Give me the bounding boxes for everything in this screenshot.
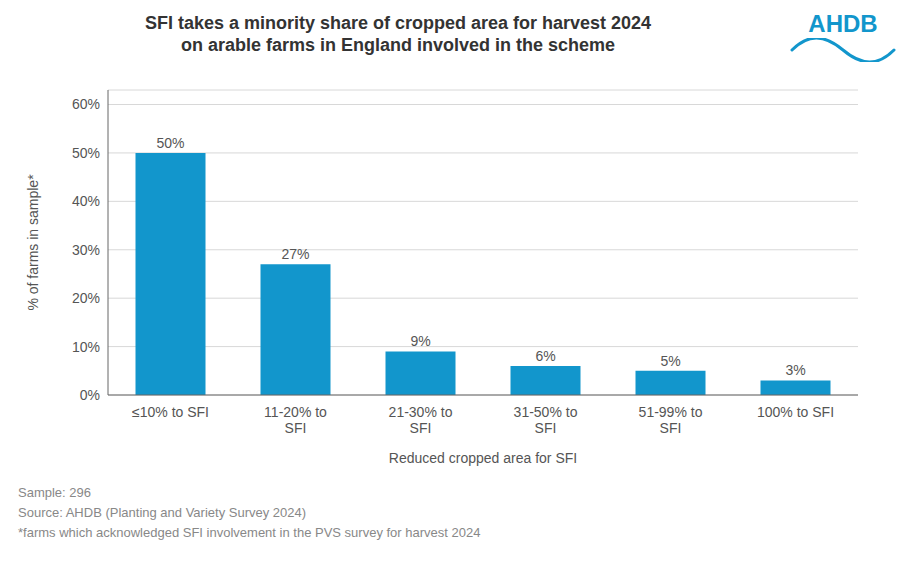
svg-text:30%: 30% xyxy=(72,242,100,258)
html-text:Sample: 296: Sample: 296 xyxy=(18,485,91,500)
svg-text:40%: 40% xyxy=(72,193,100,209)
svg-text:10%: 10% xyxy=(72,339,100,355)
svg-text:≤10% to SFI: ≤10% to SFI xyxy=(132,404,209,420)
svg-text:% of farms in sample*: % of farms in sample* xyxy=(25,174,41,311)
html-text:SFI takes a minority share of: SFI takes a minority share of cropped ar… xyxy=(144,13,652,33)
html-text:AHDB: AHDB xyxy=(808,10,878,37)
html-text:*farms which acknowledged SFI: *farms which acknowledged SFI involvemen… xyxy=(18,525,481,540)
svg-text:11-20% toSFI: 11-20% toSFI xyxy=(264,404,327,436)
svg-text:50%: 50% xyxy=(72,145,100,161)
svg-text:0%: 0% xyxy=(80,387,100,403)
svg-text:Reduced cropped area for SFI: Reduced cropped area for SFI xyxy=(389,450,577,466)
svg-text:9%: 9% xyxy=(410,333,430,349)
svg-text:5%: 5% xyxy=(660,353,680,369)
svg-text:31-50% toSFI: 31-50% toSFI xyxy=(514,404,578,436)
html-text:Source: AHDB (Planting and Var: Source: AHDB (Planting and Variety Surve… xyxy=(18,505,307,520)
svg-text:6%: 6% xyxy=(535,348,555,364)
svg-text:100% to SFI: 100% to SFI xyxy=(757,404,834,420)
svg-text:51-99% toSFI: 51-99% toSFI xyxy=(639,404,703,436)
svg-text:3%: 3% xyxy=(785,362,805,378)
svg-text:27%: 27% xyxy=(281,246,309,262)
svg-text:20%: 20% xyxy=(72,290,100,306)
svg-text:21-30% toSFI: 21-30% toSFI xyxy=(389,404,453,436)
html-text:on arable farms in England inv: on arable farms in England involved in t… xyxy=(180,35,615,55)
svg-text:60%: 60% xyxy=(72,96,100,112)
svg-text:50%: 50% xyxy=(156,135,184,151)
